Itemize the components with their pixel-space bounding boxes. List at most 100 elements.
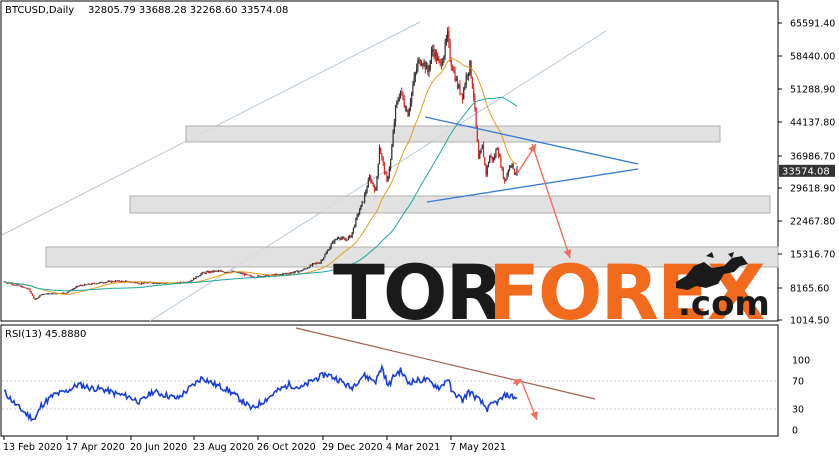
candle-body xyxy=(427,65,429,73)
candle-body xyxy=(290,272,293,274)
candle-body xyxy=(336,238,338,240)
candle-body xyxy=(477,141,480,159)
candle-body xyxy=(49,293,51,295)
candle-body xyxy=(429,60,431,69)
bull-bear-icon xyxy=(676,252,748,290)
candle-body xyxy=(393,122,395,133)
candle-body xyxy=(392,132,394,147)
candle-body xyxy=(152,283,154,284)
candle-body xyxy=(40,294,42,296)
candle-body xyxy=(65,293,67,294)
candle-body xyxy=(406,110,408,111)
candle-body xyxy=(323,257,325,260)
candle-body xyxy=(361,201,363,206)
candle-body xyxy=(28,288,30,290)
candle-body xyxy=(471,77,473,88)
candle-body xyxy=(346,239,348,241)
candle-body xyxy=(463,88,465,99)
candle-body xyxy=(464,84,466,89)
candle-body xyxy=(97,283,99,284)
candle-body xyxy=(54,293,56,295)
candle-body xyxy=(328,250,330,251)
candle-body xyxy=(419,59,421,66)
price-tick-label: 1014.50 xyxy=(790,316,829,327)
candle-body xyxy=(190,280,192,282)
candle-body xyxy=(199,275,201,277)
rsi-line xyxy=(3,363,518,422)
candle-body xyxy=(280,274,283,276)
candle-body xyxy=(453,70,455,72)
candle-body xyxy=(163,283,165,284)
candle-body xyxy=(365,191,367,195)
time-axis: 13 Feb 2020 17 Apr 2020 20 Jun 2020 23 Aug … xyxy=(3,436,506,453)
forecast-arrows xyxy=(516,143,572,259)
time-tick-label: 23 Aug 2020 xyxy=(193,442,254,453)
candle-body xyxy=(100,281,102,283)
candle-body xyxy=(500,156,502,168)
candle-body xyxy=(424,61,426,70)
candle-body xyxy=(259,275,262,277)
candle-body xyxy=(34,297,36,300)
candle-body xyxy=(192,278,195,281)
candle-body xyxy=(268,275,270,277)
candle-body xyxy=(76,285,78,287)
candle-body xyxy=(288,273,290,275)
candle-body xyxy=(123,281,125,283)
candle-body xyxy=(470,60,472,78)
candle-body xyxy=(279,274,281,276)
price-tick-label: 29618.90 xyxy=(790,184,835,195)
candle-body xyxy=(476,126,478,142)
candle-body xyxy=(247,274,249,276)
candle-body xyxy=(13,284,15,286)
triangle-upper-line xyxy=(424,116,639,165)
candle-body xyxy=(51,293,53,295)
triangle-lower-line xyxy=(426,168,639,203)
candle-body xyxy=(285,273,288,275)
candle-body xyxy=(140,282,143,284)
candle-body xyxy=(368,176,371,181)
candle-body xyxy=(52,293,55,295)
candle-body xyxy=(184,281,186,283)
candle-body xyxy=(333,241,335,243)
candle-body xyxy=(8,282,10,284)
svg-text:33574.08: 33574.08 xyxy=(782,166,830,177)
candle-body xyxy=(202,272,205,274)
candle-body xyxy=(501,167,503,169)
candle-body xyxy=(414,72,416,78)
current-price-tag: 33574.08 xyxy=(779,164,835,177)
candle-body xyxy=(394,105,397,123)
candle-body xyxy=(408,108,410,117)
candle-body xyxy=(386,173,388,181)
candle-body xyxy=(298,271,300,273)
rsi-trendline xyxy=(295,327,596,400)
candle-body xyxy=(39,295,41,297)
candle-body xyxy=(197,276,200,278)
candle-body xyxy=(31,293,34,296)
candle-body xyxy=(360,205,362,211)
candle-body xyxy=(207,271,210,273)
candle-body xyxy=(62,292,65,294)
candle-body xyxy=(117,280,119,282)
candle-body xyxy=(122,281,124,282)
candle-body xyxy=(311,263,314,266)
candle-body xyxy=(428,68,430,73)
candle-body xyxy=(378,148,381,164)
candle-body xyxy=(404,106,407,111)
candle-body xyxy=(258,275,260,277)
candle-body xyxy=(45,293,47,295)
chart-symbol: BTCUSD,Daily xyxy=(5,5,74,16)
candle-body xyxy=(106,281,108,283)
candle-body xyxy=(356,214,358,219)
candle-body xyxy=(490,156,492,157)
candle-body xyxy=(305,268,307,270)
candle-body xyxy=(339,238,341,240)
candle-body xyxy=(487,162,490,167)
candle-body xyxy=(132,281,134,283)
candle-body xyxy=(310,265,312,266)
logo-text-com: .com xyxy=(678,284,770,324)
candle-body xyxy=(113,281,115,283)
candle-body xyxy=(251,275,253,277)
candle-body xyxy=(506,173,508,179)
candle-body xyxy=(87,283,89,285)
candle-body xyxy=(409,102,412,109)
